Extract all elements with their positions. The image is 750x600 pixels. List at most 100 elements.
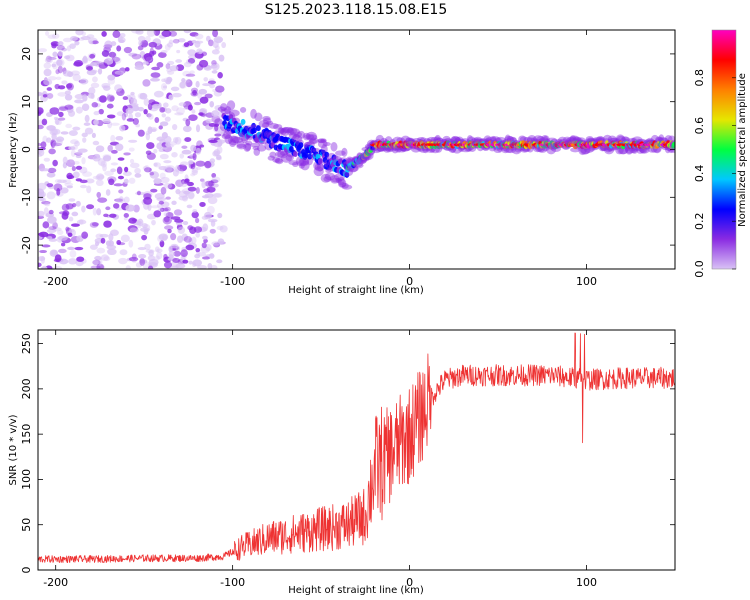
spectrogram-cell xyxy=(48,226,57,230)
spectrogram-cell xyxy=(176,107,185,115)
spectrogram-cell xyxy=(202,223,209,232)
spectrogram-cell xyxy=(91,132,96,139)
spectrogram-cell xyxy=(46,137,52,143)
spectrogram-cell xyxy=(107,176,117,183)
spectrogram-cell xyxy=(135,30,144,35)
snr-y-tick: 50 xyxy=(20,518,675,532)
spectrogram-cell xyxy=(44,57,53,64)
spectrogram-cell xyxy=(147,113,154,120)
spectrogram-cell xyxy=(339,182,347,188)
spectrogram-cell xyxy=(64,90,71,96)
spectrogram-cell xyxy=(188,114,198,122)
snr-y-tick-label: 50 xyxy=(20,518,33,532)
spectrogram-cell xyxy=(348,165,359,172)
spectrogram-cell xyxy=(252,145,260,151)
spectrogram-cell xyxy=(94,255,102,261)
spectrogram-cell xyxy=(143,196,153,205)
spectrogram-cell xyxy=(309,138,317,144)
spectrogram-cell xyxy=(88,87,96,95)
spectrogram-cell xyxy=(105,240,112,247)
spectrogram-cell xyxy=(47,236,53,240)
spectrogram-cell xyxy=(137,92,146,100)
spectrogram-cell xyxy=(274,158,283,164)
spectrogram-cell xyxy=(71,211,79,217)
spectrogram-cell xyxy=(158,233,169,241)
spectrogram-cell xyxy=(194,217,200,224)
spectrogram-cell xyxy=(236,140,245,149)
spectrogram-cell xyxy=(131,253,137,260)
spectrogram-cell xyxy=(165,196,171,200)
spectrogram-cell xyxy=(123,213,129,218)
spectrogram-cell xyxy=(216,259,223,264)
spectrogram-cell xyxy=(196,48,203,54)
spectrogram-cell xyxy=(91,222,99,227)
spectrogram-cell xyxy=(89,221,99,228)
spectrogram-cell xyxy=(307,134,318,141)
spectrogram-cell xyxy=(156,251,163,260)
spectrogram-cell xyxy=(68,109,76,117)
snr-x-axis-label: Height of straight line (km) xyxy=(288,585,424,596)
spectrogram-cell xyxy=(46,87,53,91)
snr-y-ticks: 0 50 100 150 200 250 xyxy=(20,333,675,574)
spectrogram-y-tick: 0 xyxy=(20,146,675,153)
spectrogram-cell xyxy=(253,147,261,156)
spectrogram-cell xyxy=(195,80,200,88)
spectrogram-cell xyxy=(112,30,121,38)
spectrogram-cell xyxy=(201,256,211,260)
spectrogram-cell xyxy=(289,128,301,136)
spectrogram-cell xyxy=(177,235,184,243)
spectrogram-cell xyxy=(570,147,581,153)
spectrogram-cell xyxy=(266,120,274,126)
snr-x-tick: -200 xyxy=(43,330,68,589)
spectrogram-cell xyxy=(128,139,138,143)
spectrogram-cell xyxy=(159,153,169,160)
spectrogram-cell xyxy=(263,117,272,125)
spectrogram-cell xyxy=(183,30,192,34)
spectrogram-cell xyxy=(171,105,179,112)
spectrogram-cell xyxy=(352,162,364,169)
spectrogram-cell xyxy=(130,98,138,105)
spectrogram-cell xyxy=(303,152,309,159)
spectrogram-cell xyxy=(46,191,56,200)
spectrogram-cell xyxy=(163,160,172,164)
spectrogram-cell xyxy=(207,218,218,223)
spectrogram-cell xyxy=(211,60,217,66)
spectrogram-cell xyxy=(86,185,92,194)
spectrogram-cell xyxy=(140,39,149,48)
snr-y-tick-label: 0 xyxy=(20,567,33,574)
spectrogram-cell xyxy=(150,72,161,78)
spectrogram-cell xyxy=(128,147,135,152)
spectrogram-cell xyxy=(66,45,72,52)
spectrogram-cell xyxy=(134,173,142,178)
spectrogram-cell xyxy=(68,198,76,202)
spectrogram-cell xyxy=(75,200,81,207)
spectrogram-cell xyxy=(168,39,174,45)
spectrogram-cell xyxy=(52,222,58,230)
spectrogram-cell xyxy=(54,83,60,90)
spectrogram-cell xyxy=(123,171,132,177)
spectrogram-cell xyxy=(281,153,292,163)
spectrogram-cell xyxy=(151,103,162,109)
spectrogram-cell xyxy=(38,215,45,220)
spectrogram-cell xyxy=(145,55,154,64)
spectrogram-cell xyxy=(181,145,188,149)
spectrogram-cell xyxy=(195,248,201,253)
spectrogram-cell xyxy=(320,173,332,183)
spectrogram-cell xyxy=(143,98,150,106)
spectrogram-cell xyxy=(124,166,129,173)
spectrogram-cell xyxy=(159,240,165,248)
spectrogram-cell xyxy=(103,213,109,218)
spectrogram-cell xyxy=(64,94,73,101)
spectrogram-cell xyxy=(203,211,212,220)
spectrogram-cell xyxy=(170,86,180,92)
spectrogram-cell xyxy=(203,77,209,82)
spectrogram-cell xyxy=(204,93,213,99)
spectrogram-cell xyxy=(317,139,328,149)
spectrogram-cell xyxy=(187,57,196,64)
spectrogram-cell xyxy=(173,250,181,257)
spectrogram-cell xyxy=(61,47,68,52)
spectrogram-cell xyxy=(42,221,50,229)
spectrogram-cell xyxy=(68,216,74,222)
spectrogram-cell xyxy=(74,99,84,104)
spectrogram-cell xyxy=(208,253,215,259)
